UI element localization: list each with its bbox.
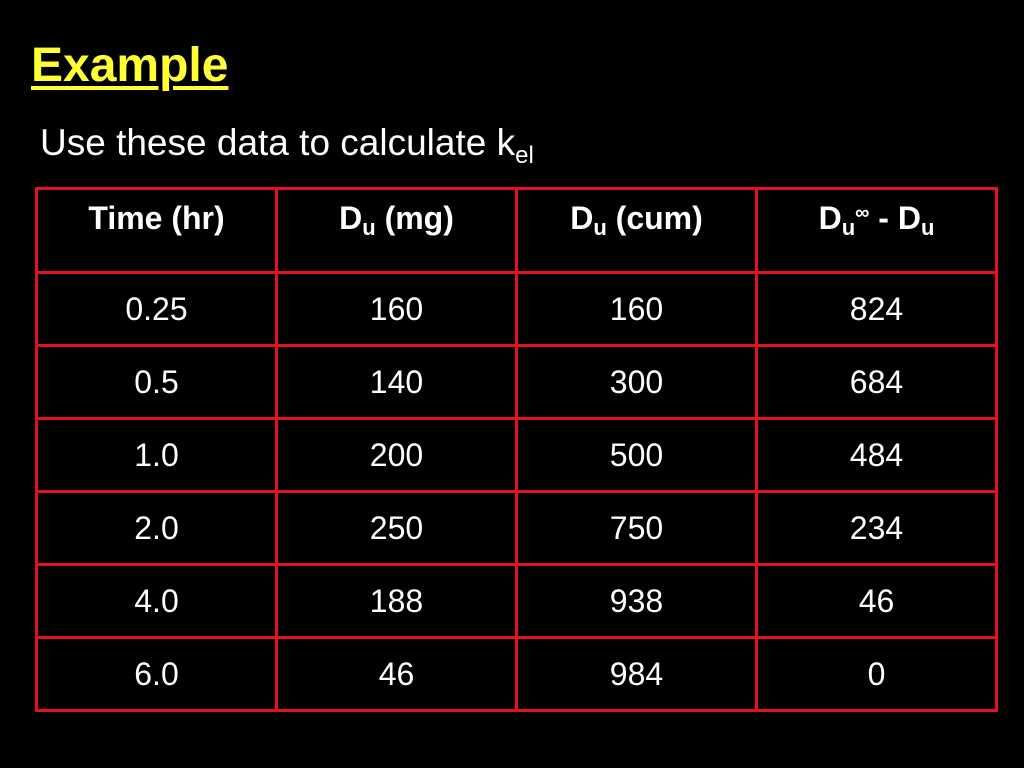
subtitle: Use these data to calculate kel (40, 122, 534, 170)
header-cell: Du (cum) (515, 187, 758, 274)
table-cell: 234 (755, 490, 998, 566)
table-cell: 0.25 (35, 271, 278, 347)
table-cell: 0 (755, 636, 998, 712)
table-cell: 938 (515, 563, 758, 639)
table-row: 4.0 188 938 46 (35, 563, 998, 639)
table-cell: 140 (275, 344, 518, 420)
table-cell: 2.0 (35, 490, 278, 566)
header-subscript: u (841, 215, 856, 240)
header-cell: Du (mg) (275, 187, 518, 274)
header-text: - D (869, 200, 921, 236)
table-cell: 200 (275, 417, 518, 493)
header-cell: Du∞ - Du (755, 187, 998, 274)
table-cell: 500 (515, 417, 758, 493)
table-cell: 250 (275, 490, 518, 566)
table-body: 0.25 160 160 824 0.5 140 300 684 1.0 200 500 484 2.0… (35, 271, 998, 712)
header-text: Time (hr) (88, 200, 225, 236)
table-cell: 4.0 (35, 563, 278, 639)
header-cell: Time (hr) (35, 187, 278, 274)
table-row: 6.0 46 984 0 (35, 636, 998, 712)
table-cell: 750 (515, 490, 758, 566)
table-cell: 824 (755, 271, 998, 347)
table-cell: 46 (275, 636, 518, 712)
subtitle-text: Use these data to calculate k (40, 122, 516, 163)
table-cell: 684 (755, 344, 998, 420)
table-row: 0.5 140 300 684 (35, 344, 998, 420)
table-row: 1.0 200 500 484 (35, 417, 998, 493)
table-cell: 984 (515, 636, 758, 712)
table-cell: 188 (275, 563, 518, 639)
header-text: D (339, 200, 363, 236)
table-cell: 1.0 (35, 417, 278, 493)
table-cell: 6.0 (35, 636, 278, 712)
table-cell: 300 (515, 344, 758, 420)
table-cell: 160 (515, 271, 758, 347)
table-cell: 160 (275, 271, 518, 347)
subtitle-subscript: el (515, 142, 534, 169)
header-text: D (570, 200, 594, 236)
slide-title: Example (31, 39, 229, 92)
header-subscript: u (593, 215, 607, 240)
table-cell: 0.5 (35, 344, 278, 420)
header-text: D (818, 200, 842, 236)
header-text: (mg) (375, 200, 454, 236)
table-row: 0.25 160 160 824 (35, 271, 998, 347)
table-cell: 46 (755, 563, 998, 639)
table-row: 2.0 250 750 234 (35, 490, 998, 566)
header-text: (cum) (606, 200, 703, 236)
data-table: Time (hr) Du (mg) Du (cum) Du∞ - Du 0.25… (35, 187, 998, 712)
header-subscript: u (920, 215, 935, 240)
table-cell: 484 (755, 417, 998, 493)
header-subscript: u (362, 215, 376, 240)
header-row: Time (hr) Du (mg) Du (cum) Du∞ - Du (35, 187, 998, 274)
header-superscript: ∞ (855, 202, 870, 224)
